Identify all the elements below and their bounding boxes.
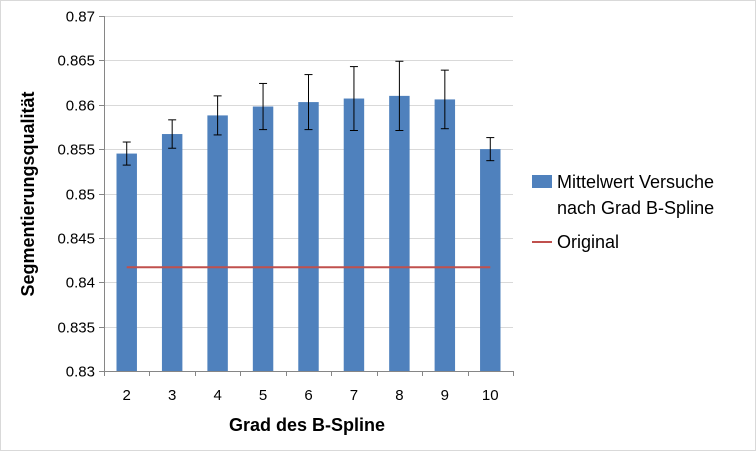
bar-6 [298,102,319,372]
x-tick-label-6: 6 [304,387,312,404]
x-tick-label-8: 8 [395,387,403,404]
y-tick-label-1: 0.835 [57,320,95,337]
y-tick-label-7: 0.865 [57,53,95,70]
y-tick-label-3: 0.845 [57,231,95,248]
x-axis-title: Grad des B-Spline [229,415,385,435]
y-tick-label-2: 0.84 [66,275,95,292]
x-tick-label-5: 5 [259,387,267,404]
y-tick-label-6: 0.86 [66,98,95,115]
axes [99,16,514,376]
x-tick-label-3: 3 [168,387,176,404]
bar-2 [116,153,137,371]
x-tick-label-2: 2 [123,387,131,404]
bar-7 [343,98,365,371]
y-tick-label-0: 0.83 [66,364,95,381]
legend-bar-label-line-1: Mittelwert Versuche [557,172,714,192]
bar-8 [389,95,410,371]
y-tick-label-5: 0.855 [57,142,95,159]
bar-4 [207,115,228,372]
error-bars [122,60,495,166]
bar-5 [252,106,274,372]
x-tick-label-4: 4 [213,387,221,404]
bar-10 [480,149,501,371]
bar-9 [434,99,456,372]
bar-series [116,95,501,372]
legend-bar-swatch [532,175,552,188]
x-tick-labels: 2 3 4 5 6 7 8 9 10 [123,387,499,404]
x-tick-label-9: 9 [441,387,449,404]
legend-bar-label-line-2: nach Grad B-Spline [557,198,714,218]
x-tick-label-7: 7 [350,387,358,404]
bar-3 [161,134,183,371]
y-tick-labels: 0.83 0.835 0.84 0.845 0.85 0.855 0.86 0.865 0.87 [57,9,95,381]
legend: Mittelwert Versuche nach Grad B-Spline O… [532,172,714,252]
y-axis-title: Segmentierungsqualität [18,91,38,296]
x-tick-label-10: 10 [482,387,499,404]
legend-line-label: Original [557,232,619,252]
y-tick-label-4: 0.85 [66,187,95,204]
y-tick-label-8: 0.87 [66,9,95,26]
